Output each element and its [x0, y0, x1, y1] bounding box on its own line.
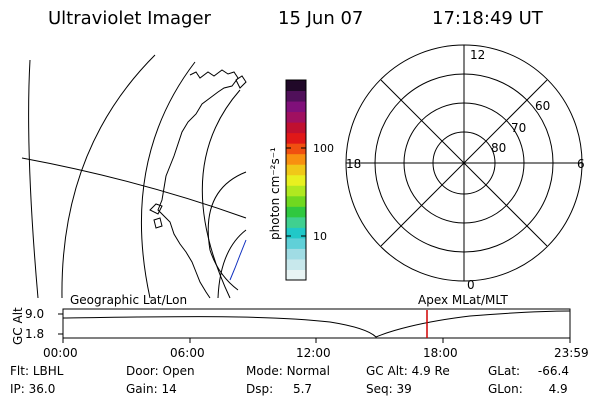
altitude-ytick-1-8: 1.8: [25, 327, 44, 341]
status-door-value: Open: [162, 364, 195, 378]
lon-line: [28, 59, 39, 299]
lat-label-70: 70: [511, 121, 526, 135]
colorbar-cell: [286, 80, 306, 92]
status-gc-alt-label: GC Alt:: [366, 364, 408, 378]
altitude-ylabel: GC Alt: [11, 307, 25, 345]
colorbar-cell: [286, 227, 306, 239]
mlt-diagonal: [380, 79, 548, 247]
polar-plot: [345, 44, 583, 282]
colorbar-unit-label: photon cm⁻²s⁻¹: [268, 147, 282, 240]
status-mode: Mode: Normal: [246, 364, 330, 378]
status-ip-label: IP:: [10, 382, 25, 396]
altitude-curve: [62, 310, 571, 338]
colorbar-cell: [286, 143, 306, 155]
altitude-xtick-0600: 06:00: [170, 346, 205, 360]
colorbar-cell: [286, 185, 306, 197]
colorbar-cell: [286, 248, 306, 260]
status-mode-value: Normal: [286, 364, 330, 378]
mlt-label-12: 12: [470, 48, 485, 62]
apex-panel-label: Apex MLat/MLT: [418, 293, 508, 307]
status-flt-value: LBHL: [32, 364, 64, 378]
status-door-label: Door:: [126, 364, 159, 378]
status-seq-value: 39: [396, 382, 412, 396]
colorbar-cell: [286, 111, 306, 123]
status-flt-label: Flt:: [10, 364, 29, 378]
status-ip: IP: 36.0: [10, 382, 55, 396]
lat-label-80: 80: [491, 141, 506, 155]
colorbar-cell: [286, 195, 306, 207]
time: 17:18:49 UT: [432, 8, 544, 29]
geographic-panel-label: Geographic Lat/Lon: [70, 293, 187, 307]
altitude-plot: GC Alt 9.0 1.8 00:00 06:00 12:00 18:00 2…: [11, 307, 589, 360]
altitude-xtick-0000: 00:00: [43, 346, 78, 360]
status-gc-alt: GC Alt: 4.9 Re: [366, 364, 450, 378]
status-glat-value: -66.4: [537, 364, 569, 378]
island: [149, 203, 163, 215]
status-mode-label: Mode:: [246, 364, 283, 378]
mlt-label-6: 6: [577, 157, 585, 171]
colorbar-cell: [286, 101, 306, 113]
status-dsp-value: 5.7: [292, 382, 313, 396]
colorbar-cell: [286, 237, 306, 249]
coastline: [157, 69, 239, 299]
lon-line: [61, 54, 156, 299]
date: 15 Jun 07: [278, 8, 363, 29]
colorbar-cell: [286, 132, 306, 144]
lon-line: [140, 61, 196, 299]
status-gain-label: Gain:: [126, 382, 158, 396]
island: [235, 75, 247, 89]
status-glat-label: GLat:: [488, 364, 521, 378]
altitude-xtick-2359: 23:59: [554, 346, 589, 360]
status-dsp: Dsp: 5.7: [246, 382, 312, 396]
status-ip-value: 36.0: [28, 382, 56, 396]
colorbar-tick-10: 10: [313, 230, 327, 243]
colorbar: 100 10 photon cm⁻²s⁻¹: [268, 79, 334, 281]
mlt-label-18: 18: [346, 157, 361, 171]
colorbar-cell: [286, 153, 306, 165]
title: Ultraviolet Imager: [48, 8, 212, 29]
mlt-label-0: 0: [467, 278, 475, 292]
colorbar-cell: [286, 216, 306, 228]
altitude-ytick-9: 9.0: [25, 307, 44, 321]
status-gc-alt-value: 4.9 Re: [411, 364, 450, 378]
status-glat: GLat: -66.4: [488, 364, 569, 378]
lat-line: [207, 171, 247, 291]
status-door: Door: Open: [126, 364, 195, 378]
status-seq-label: Seq:: [366, 382, 393, 396]
lat-line: [21, 157, 247, 219]
geographic-map: [21, 54, 247, 299]
lon-line: [201, 89, 241, 299]
status-gain-value: 14: [161, 382, 177, 396]
colorbar-cell: [286, 258, 306, 270]
status-flt: Flt: LBHL: [10, 364, 63, 378]
colorbar-cell: [286, 269, 306, 281]
colorbar-cell: [286, 164, 306, 176]
colorbar-cell: [286, 174, 306, 186]
colorbar-cell: [286, 206, 306, 218]
altitude-plot-frame: [62, 308, 571, 339]
status-seq: Seq: 39: [366, 382, 412, 396]
status-glon-value: 4.9: [548, 382, 568, 396]
status-gain: Gain: 14: [126, 382, 177, 396]
colorbar-cell: [286, 90, 306, 102]
lat-label-60: 60: [535, 99, 550, 113]
status-glon-label: GLon:: [488, 382, 523, 396]
colorbar-cell: [286, 122, 306, 134]
altitude-xtick-1200: 12:00: [296, 346, 331, 360]
lat-line: [217, 229, 247, 299]
status-dsp-label: Dsp:: [246, 382, 274, 396]
altitude-xtick-1800: 18:00: [423, 346, 458, 360]
colorbar-tick-100: 100: [313, 142, 334, 155]
island: [153, 217, 163, 229]
blue-track: [229, 239, 247, 281]
status-glon: GLon: 4.9: [488, 382, 568, 396]
